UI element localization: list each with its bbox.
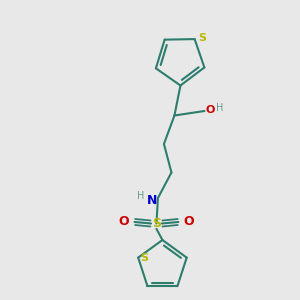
Text: H: H [216, 103, 223, 113]
Text: N: N [147, 194, 158, 207]
Text: S: S [141, 253, 148, 262]
Text: O: O [183, 215, 194, 229]
Text: H: H [137, 191, 144, 202]
Text: S: S [198, 33, 206, 43]
Text: S: S [152, 217, 161, 230]
Text: O: O [119, 215, 129, 229]
Text: O: O [206, 105, 215, 115]
